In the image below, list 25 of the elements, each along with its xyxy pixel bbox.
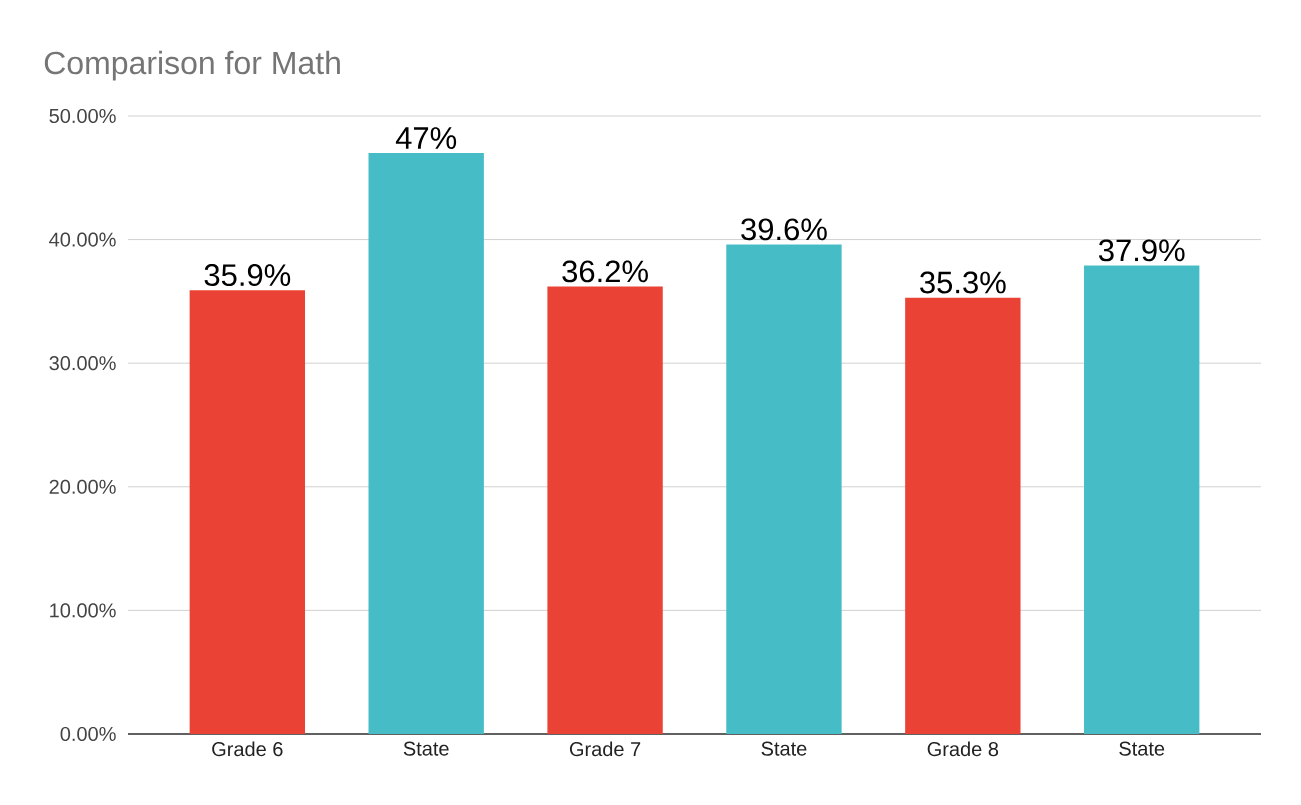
data-label: 36.2% xyxy=(562,260,648,283)
x-tick-label: State xyxy=(1119,741,1165,756)
y-tick-label: 40.00% xyxy=(49,232,116,247)
bar xyxy=(368,153,484,734)
y-tick-label: 10.00% xyxy=(50,603,116,618)
bar xyxy=(189,290,306,734)
bar xyxy=(547,286,663,734)
data-label: 39.6% xyxy=(741,218,827,241)
x-tick-label: Grade 7 xyxy=(569,741,641,757)
x-tick-label: Grade 8 xyxy=(927,741,999,757)
y-tick-label: 50.00% xyxy=(49,108,116,124)
chart-title: Comparison for Math xyxy=(44,50,340,81)
x-tick-label: Grade 6 xyxy=(212,741,283,757)
y-tick-label: 20.00% xyxy=(49,479,116,494)
y-tick-label: 0.00% xyxy=(60,726,116,742)
x-tick-label: State xyxy=(403,741,449,756)
data-label: 35.9% xyxy=(204,264,291,287)
bar xyxy=(905,297,1021,734)
bar xyxy=(726,244,842,734)
data-label: 37.9% xyxy=(1098,239,1185,262)
data-label: 47% xyxy=(395,127,457,149)
bar xyxy=(1084,265,1200,734)
x-tick-label: State xyxy=(761,741,807,756)
y-tick-label: 30.00% xyxy=(49,356,116,371)
data-label: 35.3% xyxy=(920,271,1006,294)
